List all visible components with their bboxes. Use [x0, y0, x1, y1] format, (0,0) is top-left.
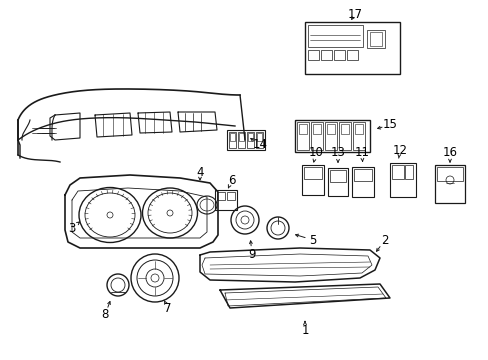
Bar: [352, 122, 364, 150]
Text: 12: 12: [392, 144, 407, 157]
Bar: [346, 50, 357, 60]
Bar: [310, 122, 323, 150]
Text: 6: 6: [228, 174, 235, 186]
Text: 4: 4: [196, 166, 203, 180]
Bar: [391, 165, 403, 179]
Bar: [302, 165, 324, 195]
Bar: [312, 124, 320, 134]
Text: 1: 1: [301, 324, 308, 337]
Text: 11: 11: [354, 147, 369, 159]
Bar: [353, 169, 371, 181]
Bar: [325, 122, 336, 150]
Bar: [327, 168, 347, 196]
Bar: [320, 50, 331, 60]
Bar: [239, 133, 244, 141]
Text: 8: 8: [101, 309, 108, 321]
Bar: [434, 165, 464, 203]
Bar: [229, 133, 235, 141]
Text: 7: 7: [164, 302, 171, 315]
Bar: [226, 130, 264, 150]
Bar: [294, 120, 369, 152]
Text: 5: 5: [309, 234, 316, 247]
Bar: [228, 132, 236, 148]
Bar: [257, 133, 262, 141]
Bar: [351, 167, 373, 197]
Text: 13: 13: [330, 147, 345, 159]
Bar: [338, 122, 350, 150]
Bar: [333, 50, 345, 60]
Bar: [389, 163, 415, 197]
Bar: [215, 190, 237, 210]
Bar: [307, 50, 318, 60]
Bar: [404, 165, 412, 179]
Text: 10: 10: [308, 147, 323, 159]
Bar: [369, 32, 381, 46]
Bar: [307, 25, 362, 47]
Text: 15: 15: [382, 118, 397, 131]
Bar: [296, 122, 308, 150]
Bar: [246, 132, 253, 148]
Bar: [329, 170, 346, 182]
Bar: [298, 124, 306, 134]
Bar: [340, 124, 348, 134]
Bar: [354, 124, 362, 134]
Bar: [247, 133, 252, 141]
Text: 14: 14: [252, 139, 267, 152]
Text: 3: 3: [68, 221, 76, 234]
Text: 9: 9: [248, 248, 255, 261]
Text: 17: 17: [347, 8, 362, 21]
Bar: [226, 192, 235, 200]
Text: 16: 16: [442, 147, 457, 159]
Text: 2: 2: [381, 234, 388, 247]
Bar: [305, 22, 399, 74]
Bar: [436, 167, 462, 181]
Bar: [256, 132, 263, 148]
Bar: [238, 132, 244, 148]
Bar: [366, 30, 384, 48]
Bar: [217, 192, 224, 200]
Bar: [304, 167, 321, 179]
Bar: [326, 124, 334, 134]
